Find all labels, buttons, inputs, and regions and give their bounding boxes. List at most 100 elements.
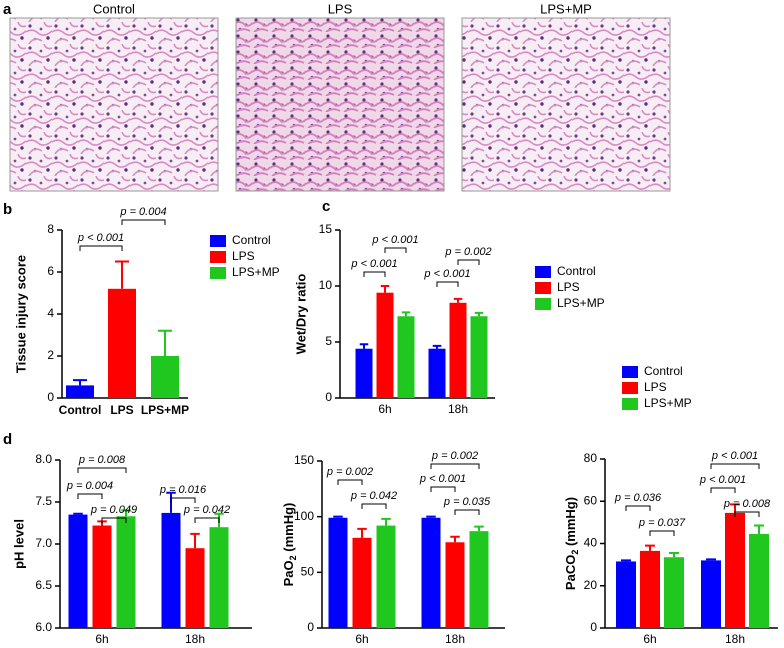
error-bar xyxy=(190,532,200,549)
error-bar xyxy=(474,525,484,532)
bar xyxy=(92,525,112,628)
x-tick-label: 6h xyxy=(355,632,368,646)
y-tick-label: 10 xyxy=(319,278,333,292)
bar xyxy=(66,385,94,398)
y-axis-label: Wet/Dry ratio xyxy=(293,274,308,355)
error-bar xyxy=(380,285,390,293)
x-tick-label: LPS+MP xyxy=(141,403,189,417)
significance-bracket xyxy=(649,530,675,536)
y-axis-label-part: (mmHg) xyxy=(281,503,296,556)
y-tick-label: 40 xyxy=(584,536,598,550)
bar xyxy=(68,514,88,628)
bar xyxy=(376,525,396,628)
p-value: p < 0.001 xyxy=(371,234,418,246)
error-bar xyxy=(621,559,631,562)
bar xyxy=(749,533,769,628)
significance-bracket xyxy=(430,486,456,492)
x-tick-label: 6h xyxy=(643,632,656,646)
legend-label: LPS+MP xyxy=(644,396,692,410)
bar xyxy=(185,548,205,628)
significance-bracket xyxy=(454,509,480,515)
bar xyxy=(376,292,394,398)
bar xyxy=(640,550,660,628)
legend-swatch xyxy=(535,298,551,310)
significance-bracket xyxy=(77,493,103,499)
y-tick-label: 7.5 xyxy=(35,494,52,508)
p-value: p = 0.042 xyxy=(350,490,397,502)
x-tick-label: LPS xyxy=(110,403,133,417)
histology-image xyxy=(461,17,671,192)
bar xyxy=(161,512,181,628)
x-tick-label: 18h xyxy=(185,632,205,646)
y-tick-label: 6.0 xyxy=(35,620,52,634)
legend-label: LPS+MP xyxy=(557,296,605,310)
bar xyxy=(397,316,415,398)
panel-label: b xyxy=(3,201,12,218)
legend-label: LPS xyxy=(232,249,255,263)
significance-bracket xyxy=(121,219,166,225)
image-title: Control xyxy=(93,1,135,16)
p-value: p = 0.035 xyxy=(443,496,491,508)
bar xyxy=(209,527,229,628)
p-value: p = 0.004 xyxy=(119,206,166,218)
error-bar xyxy=(73,512,83,515)
significance-bracket xyxy=(337,479,363,485)
error-bar xyxy=(158,329,172,356)
x-tick-label: Control xyxy=(59,403,102,417)
bar xyxy=(616,561,636,628)
bar xyxy=(449,302,467,398)
histology-image xyxy=(235,17,445,192)
error-bar xyxy=(359,343,369,349)
bar xyxy=(470,316,488,398)
error-bar xyxy=(754,524,764,534)
y-tick-label: 150 xyxy=(294,453,314,467)
significance-bracket xyxy=(363,271,386,277)
p-value: p < 0.001 xyxy=(77,232,124,244)
p-value: p = 0.042 xyxy=(183,504,230,516)
y-axis-label-part: PaCO xyxy=(563,555,578,590)
p-value: p = 0.036 xyxy=(614,492,662,504)
y-tick-label: 2 xyxy=(47,348,54,362)
p-value: p = 0.008 xyxy=(78,454,126,466)
error-bar xyxy=(121,509,131,517)
significance-bracket xyxy=(101,517,127,523)
y-tick-label: 6 xyxy=(47,264,54,278)
significance-bracket xyxy=(710,463,760,469)
p-value: p < 0.001 xyxy=(711,450,758,462)
error-bar xyxy=(333,515,343,518)
significance-bracket xyxy=(625,505,651,511)
p-value: p = 0.002 xyxy=(444,246,491,258)
y-tick-label: 0 xyxy=(590,620,597,634)
p-value: p = 0.004 xyxy=(66,480,113,492)
error-bar xyxy=(706,558,716,561)
y-tick-label: 50 xyxy=(301,565,315,579)
x-tick-label: 18h xyxy=(448,402,468,416)
y-tick-label: 80 xyxy=(584,451,598,465)
legend-swatch xyxy=(210,251,226,263)
image-title: LPS+MP xyxy=(540,1,592,16)
bar xyxy=(664,557,684,628)
bar xyxy=(151,356,179,398)
error-bar xyxy=(645,544,655,551)
y-tick-label: 60 xyxy=(584,493,598,507)
p-value: p = 0.008 xyxy=(723,498,771,510)
legend-swatch xyxy=(535,266,551,278)
error-bar xyxy=(730,503,740,513)
p-value: p < 0.001 xyxy=(423,268,470,280)
p-value: p = 0.002 xyxy=(431,450,478,462)
bar xyxy=(108,288,136,398)
significance-bracket xyxy=(194,517,220,523)
x-tick-label: 6h xyxy=(378,402,391,416)
error-bar xyxy=(357,527,367,538)
error-bar xyxy=(73,379,87,386)
error-bar xyxy=(426,515,436,518)
significance-bracket xyxy=(710,487,736,493)
bar xyxy=(352,537,372,628)
error-bar xyxy=(669,552,679,558)
legend-swatch xyxy=(210,267,226,279)
bar xyxy=(701,560,721,628)
significance-bracket xyxy=(170,497,196,503)
significance-bracket xyxy=(79,245,123,251)
legend-swatch xyxy=(622,398,638,410)
error-bar xyxy=(432,344,442,349)
